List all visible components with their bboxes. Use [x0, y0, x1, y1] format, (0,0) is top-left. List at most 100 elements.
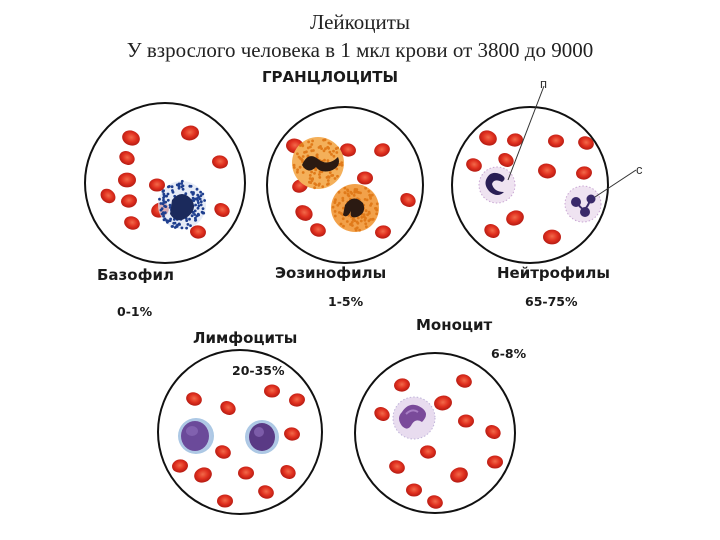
- granule: [333, 177, 337, 180]
- granule: [349, 223, 352, 226]
- granule: [354, 228, 358, 232]
- granule: [322, 149, 326, 153]
- granule: [342, 206, 345, 210]
- erythrocyte: [374, 143, 390, 157]
- granule: [171, 190, 175, 194]
- erythrocyte: [190, 225, 206, 239]
- erythrocyte: [212, 155, 228, 169]
- neutrophil-label: Нейтрофилы: [497, 264, 610, 282]
- granule: [341, 196, 345, 200]
- erythrocyte: [238, 466, 254, 480]
- granule: [164, 205, 168, 209]
- granule: [166, 220, 169, 224]
- granule: [292, 166, 296, 169]
- granule: [298, 165, 302, 169]
- erythrocyte: [280, 465, 296, 479]
- granule: [326, 159, 330, 163]
- granule: [357, 191, 361, 194]
- granule: [203, 199, 207, 202]
- erythrocyte: [466, 158, 482, 172]
- granule: [188, 217, 191, 221]
- granule: [313, 171, 316, 175]
- granule: [177, 182, 181, 186]
- basophil-cell: [158, 179, 207, 230]
- granule: [368, 193, 372, 197]
- granule: [343, 191, 347, 195]
- granule: [375, 212, 378, 216]
- granule: [201, 207, 205, 211]
- granule: [370, 193, 374, 197]
- granule: [160, 207, 164, 211]
- granule: [199, 203, 203, 207]
- granule: [347, 194, 351, 198]
- granule: [185, 226, 189, 230]
- granule: [328, 150, 332, 154]
- granule: [165, 194, 169, 198]
- monocyte-percent: 6-8%: [491, 346, 527, 361]
- monocyte-label: Моноцит: [416, 316, 493, 334]
- erythrocyte: [548, 134, 564, 148]
- lymphocyte-label: Лимфоциты: [193, 329, 298, 347]
- granule: [334, 198, 337, 202]
- granule: [309, 145, 312, 149]
- granule: [339, 222, 343, 226]
- granule: [162, 189, 166, 193]
- erythrocyte: [434, 395, 452, 411]
- section-heading: ГРАНЦЛОЦИТЫ: [262, 68, 399, 86]
- granule: [180, 179, 184, 183]
- granule: [309, 181, 313, 185]
- granule: [345, 220, 349, 223]
- granule: [193, 209, 197, 213]
- erythrocyte: [295, 205, 313, 221]
- granule: [308, 177, 312, 180]
- granule: [163, 211, 167, 215]
- erythrocyte: [576, 166, 592, 180]
- lymphocyte-cell-2: [245, 420, 279, 454]
- granule: [168, 203, 172, 207]
- granule: [375, 202, 379, 206]
- granule: [201, 192, 205, 196]
- granule: [166, 192, 170, 196]
- granule: [184, 192, 188, 196]
- granule: [336, 146, 340, 150]
- granule: [170, 185, 174, 189]
- pointer-label-band: п: [540, 76, 547, 91]
- granule: [367, 210, 371, 214]
- erythrocyte: [122, 130, 140, 146]
- erythrocyte: [375, 225, 391, 239]
- granule: [306, 146, 310, 150]
- erythrocyte: [538, 163, 556, 179]
- granule: [341, 217, 345, 221]
- erythrocyte: [119, 151, 135, 165]
- granule: [364, 222, 368, 226]
- erythrocyte: [389, 460, 405, 474]
- granule: [296, 170, 299, 174]
- erythrocyte: [357, 171, 373, 185]
- granule: [364, 216, 367, 220]
- monocyte-cell: [392, 396, 436, 440]
- erythrocyte: [498, 153, 514, 167]
- granule: [317, 183, 321, 187]
- pointer-lines: [507, 85, 637, 198]
- granule: [335, 151, 339, 154]
- granule: [363, 198, 367, 201]
- neutrophil-field: [451, 85, 637, 264]
- granule: [158, 197, 161, 201]
- granule: [326, 145, 330, 149]
- granule: [332, 154, 336, 158]
- granule: [191, 196, 195, 200]
- granule: [326, 179, 330, 182]
- granule: [167, 185, 171, 188]
- granule: [310, 170, 313, 174]
- granule: [194, 203, 198, 207]
- granule: [199, 200, 203, 204]
- granule: [342, 224, 345, 228]
- granule: [201, 211, 205, 215]
- granule: [353, 188, 357, 191]
- granule: [313, 186, 316, 190]
- granule: [365, 225, 368, 229]
- erythrocyte: [420, 445, 436, 459]
- erythrocyte: [479, 130, 497, 146]
- granule: [338, 201, 341, 205]
- granule: [359, 219, 363, 223]
